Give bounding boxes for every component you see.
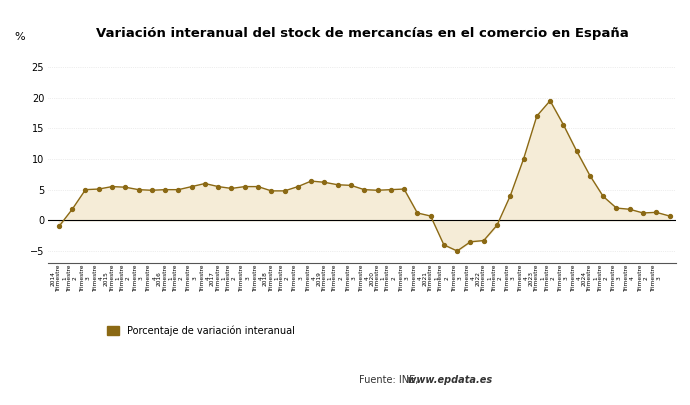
Point — [505, 192, 516, 199]
Point — [359, 186, 370, 193]
Point — [253, 183, 264, 190]
Point — [452, 248, 463, 254]
Point — [226, 185, 237, 192]
Point — [293, 183, 304, 190]
Point — [491, 222, 502, 228]
Point — [173, 186, 184, 193]
Point — [106, 183, 117, 190]
Title: Variación interanual del stock de mercancías en el comercio en España: Variación interanual del stock de mercan… — [96, 28, 629, 40]
Text: Fuente: INE,: Fuente: INE, — [359, 375, 418, 385]
Point — [279, 188, 290, 194]
Legend: Porcentaje de variación interanual: Porcentaje de variación interanual — [104, 322, 299, 340]
Point — [332, 181, 343, 188]
Text: www.epdata.es: www.epdata.es — [404, 375, 492, 385]
Point — [399, 186, 410, 192]
Point — [571, 148, 582, 154]
Point — [199, 180, 210, 187]
Point — [531, 113, 542, 119]
Point — [120, 184, 131, 190]
Point — [319, 179, 330, 185]
Point — [465, 239, 476, 245]
Point — [80, 186, 91, 193]
Point — [412, 210, 423, 216]
Point — [93, 186, 104, 192]
Point — [159, 186, 170, 193]
Point — [584, 172, 595, 179]
Point — [186, 183, 197, 190]
Point — [651, 209, 662, 215]
Y-axis label: %: % — [14, 32, 26, 42]
Point — [372, 187, 383, 194]
Point — [146, 187, 157, 194]
Point — [213, 183, 224, 190]
Point — [624, 206, 635, 213]
Point — [638, 210, 649, 216]
Point — [518, 156, 529, 162]
Point — [438, 242, 449, 248]
Point — [558, 122, 569, 128]
Point — [266, 188, 277, 194]
Point — [664, 213, 675, 219]
Point — [544, 98, 555, 104]
Point — [611, 205, 622, 211]
Point — [239, 183, 250, 190]
Point — [346, 182, 357, 189]
Point — [385, 186, 396, 193]
Point — [67, 206, 78, 213]
Point — [598, 193, 609, 200]
Point — [425, 213, 436, 219]
Point — [53, 223, 64, 230]
Point — [133, 186, 144, 193]
Point — [306, 178, 317, 184]
Point — [478, 237, 489, 244]
